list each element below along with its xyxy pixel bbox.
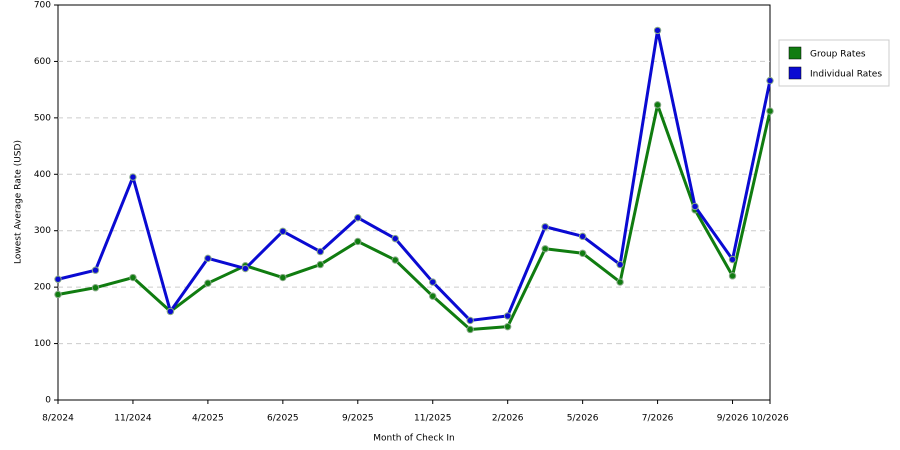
x-tick-label: 7/2026 xyxy=(642,414,674,424)
data-point xyxy=(204,279,212,287)
data-point xyxy=(391,256,399,264)
data-point xyxy=(466,325,474,334)
series-line xyxy=(57,28,772,322)
x-tick-label: 2/2026 xyxy=(492,414,524,424)
data-point xyxy=(316,247,325,256)
data-point xyxy=(541,223,549,231)
data-point xyxy=(653,101,662,109)
x-tick-label: 5/2026 xyxy=(567,414,599,424)
legend-swatch xyxy=(788,46,802,60)
plot-frame xyxy=(57,4,771,401)
x-tick-label: 6/2025 xyxy=(267,414,299,424)
x-tick-label: 8/2024 xyxy=(42,414,74,424)
data-point xyxy=(691,202,699,211)
data-point xyxy=(316,260,325,269)
data-point xyxy=(616,260,624,269)
data-point xyxy=(429,292,437,300)
data-point xyxy=(241,264,250,273)
y-tick-label: 400 xyxy=(34,170,51,180)
data-point xyxy=(91,284,100,292)
data-point xyxy=(541,245,549,253)
y-tick-label: 500 xyxy=(34,113,51,123)
data-point xyxy=(54,275,62,283)
legend-label: Individual Rates xyxy=(810,70,882,80)
data-point xyxy=(466,316,474,325)
data-point xyxy=(279,227,287,235)
legend-label: Group Rates xyxy=(810,50,866,60)
data-point xyxy=(429,278,437,286)
data-point xyxy=(91,266,100,274)
data-point xyxy=(354,237,362,246)
y-tick-label: 0 xyxy=(45,396,51,406)
x-tick-label: 9/2026 xyxy=(717,414,749,424)
data-point xyxy=(616,278,624,286)
y-tick-label: 100 xyxy=(34,339,51,349)
x-tick-label: 10/2026 xyxy=(751,414,789,424)
data-point xyxy=(766,76,774,85)
data-point xyxy=(166,307,175,316)
x-tick-label: 9/2025 xyxy=(342,414,374,424)
y-axis-label: Lowest Average Rate (USD) xyxy=(14,140,24,264)
y-tick-label: 700 xyxy=(34,1,51,11)
data-point xyxy=(766,107,774,115)
data-point xyxy=(653,26,662,35)
legend-swatch xyxy=(788,66,802,80)
x-tick-label: 11/2024 xyxy=(114,414,152,424)
data-point xyxy=(578,232,587,241)
data-point xyxy=(54,290,62,299)
x-tick-label: 4/2025 xyxy=(192,414,224,424)
y-tick-label: 600 xyxy=(34,57,51,67)
data-point xyxy=(204,254,212,263)
data-point xyxy=(129,173,137,181)
series-line xyxy=(57,103,772,331)
data-point xyxy=(578,249,587,257)
data-point xyxy=(391,234,399,243)
y-tick-label: 300 xyxy=(34,226,51,236)
data-point xyxy=(728,255,737,264)
data-point xyxy=(354,214,362,222)
x-axis-label: Month of Check In xyxy=(373,434,455,444)
data-point xyxy=(503,312,512,320)
data-point xyxy=(728,272,737,280)
y-tick-label: 200 xyxy=(34,283,51,293)
data-point xyxy=(279,273,287,282)
x-tick-label: 11/2025 xyxy=(414,414,451,424)
data-point xyxy=(129,273,137,282)
data-point xyxy=(503,322,512,331)
